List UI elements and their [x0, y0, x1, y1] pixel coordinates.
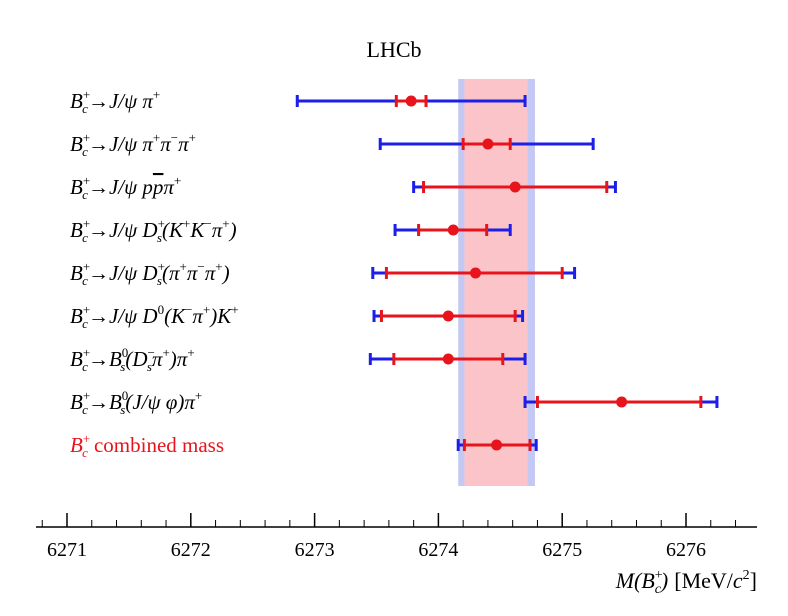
x-axis-label: M(B+ c) [MeV/c2]: [615, 568, 757, 597]
row-label-2: B+ c→J/ψ π+π−π+: [70, 130, 196, 159]
central-value-point: [442, 353, 454, 365]
measurement-5: [371, 267, 577, 279]
row-label-3: B+ c→J/ψ ppπ+: [70, 173, 181, 202]
measurement-8: [523, 396, 719, 408]
row-label-4: B+ c→J/ψ D+ s(K+K−π+): [70, 216, 237, 245]
tick-label: 6274: [418, 539, 458, 561]
tick-label: 6276: [666, 539, 706, 561]
measurement-6: [372, 310, 525, 322]
combined-stat-band: [464, 79, 528, 486]
x-axis-ticks: 6271 6272 6273 6274 6275 6276: [41, 513, 737, 561]
central-value-point: [405, 95, 417, 107]
tick-label: 6272: [171, 539, 211, 561]
central-value-point: [509, 181, 521, 193]
row-label-6: B+ c→J/ψ D0(K−π+)K+: [70, 302, 239, 331]
measurement-2: [378, 138, 595, 150]
measurement-9: [456, 439, 538, 451]
measurement-4: [393, 224, 512, 236]
central-value-point: [491, 439, 503, 451]
central-value-point: [616, 396, 628, 408]
chart-title: LHCb: [367, 37, 422, 62]
row-label-8: B+ c→B0 s(J/ψ φ)π+: [70, 388, 202, 417]
measurement-7: [368, 353, 527, 365]
central-value-point: [442, 310, 454, 322]
tick-label: 6271: [47, 539, 87, 561]
tick-label: 6273: [295, 539, 335, 561]
central-value-point: [447, 224, 459, 236]
row-label-5: B+ c→J/ψ D+ s(π+π−π+): [70, 259, 230, 288]
central-value-point: [470, 267, 482, 279]
measurement-1: [295, 95, 527, 107]
row-label-9: B+ c combined mass: [70, 431, 224, 460]
row-label-1: B+ c→J/ψ π+: [70, 87, 160, 116]
measurement-3: [412, 181, 617, 193]
central-value-point: [482, 138, 494, 150]
data-marks: [295, 95, 719, 451]
tick-label: 6275: [542, 539, 582, 561]
row-labels: B+ c→J/ψ π+ B+ c→J/ψ π+π−π+ B+ c→J/ψ ppπ+ B…: [70, 87, 239, 460]
row-label-7: B+ c→B0 s(D− sπ+)π+: [70, 345, 195, 374]
